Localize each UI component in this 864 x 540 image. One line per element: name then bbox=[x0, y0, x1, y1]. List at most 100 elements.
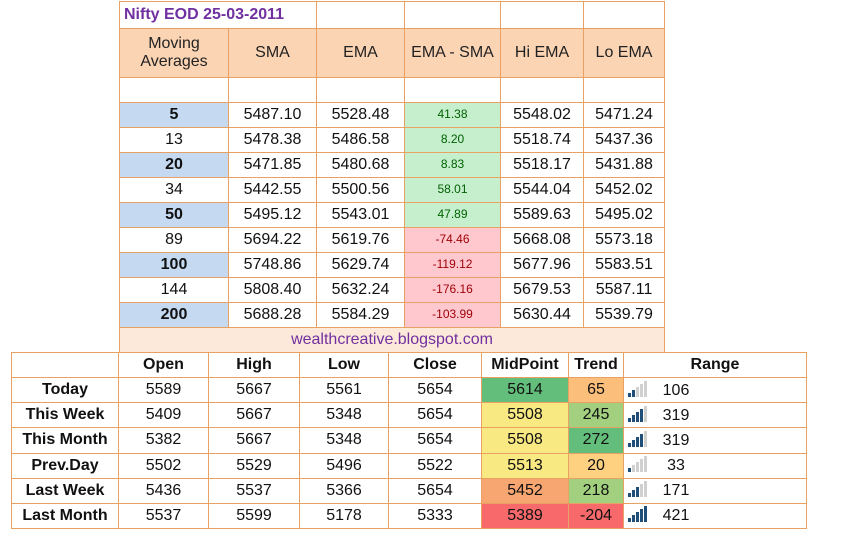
ma-hi-ema: 5544.04 bbox=[500, 177, 585, 203]
ma-period: 100 bbox=[119, 252, 229, 278]
pivot-row: This Month538256675348565455082723195556… bbox=[11, 427, 807, 454]
open-value: 5502 bbox=[118, 452, 209, 479]
range-value: 319 bbox=[662, 406, 690, 424]
close-value: 5333 bbox=[388, 502, 482, 530]
open-value: 5382 bbox=[118, 427, 209, 454]
low-value: 5561 bbox=[299, 377, 389, 404]
ma-hi-ema: 5630.44 bbox=[500, 302, 585, 328]
ma-ema-minus-sma: 41.38 bbox=[404, 102, 502, 128]
ma-row: 13 5478.38 5486.58 8.20 5518.74 5437.36 bbox=[119, 127, 666, 153]
ma-ema-minus-sma: 47.89 bbox=[404, 202, 502, 228]
ma-hi-ema: 5679.53 bbox=[500, 277, 585, 303]
ma-row: 34 5442.55 5500.56 58.01 5544.04 5452.02 bbox=[119, 177, 666, 203]
ma-ema: 5480.68 bbox=[316, 152, 406, 178]
ma-ema: 5528.48 bbox=[316, 102, 406, 128]
signal-bars-icon bbox=[628, 456, 650, 473]
ma-sma: 5471.85 bbox=[227, 152, 318, 178]
row-label: Last Month bbox=[11, 502, 119, 530]
ma-hi-ema: 5677.96 bbox=[500, 252, 585, 278]
open-value: 5409 bbox=[118, 402, 209, 429]
header-trend: Trend bbox=[568, 351, 624, 379]
ma-ema-minus-sma: -176.16 bbox=[404, 277, 502, 303]
ma-ema-minus-sma: 8.20 bbox=[404, 127, 502, 153]
signal-bars-icon bbox=[628, 405, 650, 422]
ma-sma: 5442.55 bbox=[227, 177, 318, 203]
ma-ema: 5543.01 bbox=[316, 202, 406, 228]
ma-row: 100 5748.86 5629.74 -119.12 5677.96 5583.51 bbox=[119, 252, 666, 278]
ma-sma: 5748.86 bbox=[227, 252, 318, 278]
low-value: 5366 bbox=[299, 477, 389, 504]
ma-period: 89 bbox=[119, 227, 229, 253]
high-value: 5529 bbox=[208, 452, 300, 479]
ma-sma: 5478.38 bbox=[227, 127, 318, 153]
ma-row: 20 5471.85 5480.68 8.83 5518.17 5431.88 bbox=[119, 152, 666, 178]
ma-period: 200 bbox=[119, 302, 229, 328]
pivot-row: Last Month55375599517853335389-204421537… bbox=[11, 502, 807, 530]
sheet-title: Nifty EOD 25-03-2011 bbox=[118, 1, 318, 29]
header-open: Open bbox=[118, 351, 209, 379]
ma-ema-minus-sma: -74.46 bbox=[404, 227, 502, 253]
signal-bars-icon bbox=[628, 481, 650, 498]
midpoint-value: 5614 bbox=[481, 377, 569, 404]
ma-period: 20 bbox=[119, 152, 229, 178]
range-cell: 106 bbox=[623, 377, 807, 404]
row-label: This Week bbox=[11, 402, 119, 429]
moving-averages-body: 5 5487.10 5528.48 41.38 5548.02 5471.24 13 5478… bbox=[119, 102, 666, 328]
moving-averages-table: Nifty EOD 25-03-2011 Moving Averages SMA… bbox=[118, 1, 666, 353]
ma-ema: 5619.76 bbox=[316, 227, 406, 253]
close-value: 5654 bbox=[388, 402, 482, 429]
low-value: 5348 bbox=[299, 427, 389, 454]
high-value: 5667 bbox=[208, 427, 300, 454]
ma-hi-ema: 5518.17 bbox=[500, 152, 585, 178]
midpoint-value: 5389 bbox=[481, 502, 569, 530]
open-value: 5436 bbox=[118, 477, 209, 504]
spacer-cell bbox=[583, 77, 666, 103]
empty-cell bbox=[404, 1, 502, 29]
empty-cell bbox=[316, 1, 406, 29]
range-value: 421 bbox=[662, 507, 690, 525]
trend-value: 218 bbox=[568, 477, 624, 504]
midpoint-value: 5508 bbox=[481, 427, 569, 454]
range-value: 106 bbox=[662, 381, 690, 399]
ma-sma: 5487.10 bbox=[227, 102, 318, 128]
header-hi-ema: Hi EMA bbox=[500, 28, 585, 78]
ma-ema: 5500.56 bbox=[316, 177, 406, 203]
ma-sma: 5694.22 bbox=[227, 227, 318, 253]
header-high: High bbox=[208, 351, 300, 379]
ma-hi-ema: 5548.02 bbox=[500, 102, 585, 128]
close-value: 5654 bbox=[388, 427, 482, 454]
ma-row: 5 5487.10 5528.48 41.38 5548.02 5471.24 bbox=[119, 102, 666, 128]
ma-period: 34 bbox=[119, 177, 229, 203]
trend-value: 272 bbox=[568, 427, 624, 454]
high-value: 5537 bbox=[208, 477, 300, 504]
row-label: Today bbox=[11, 377, 119, 404]
trend-value: -204 bbox=[568, 502, 624, 530]
ma-lo-ema: 5495.02 bbox=[583, 202, 666, 228]
ma-ema: 5632.24 bbox=[316, 277, 406, 303]
spacer-cell bbox=[227, 77, 318, 103]
signal-bars-icon bbox=[628, 506, 650, 523]
spacer-cell bbox=[404, 77, 502, 103]
ma-row: 89 5694.22 5619.76 -74.46 5668.08 5573.18 bbox=[119, 227, 666, 253]
ma-row: 200 5688.28 5584.29 -103.99 5630.44 5539.79 bbox=[119, 302, 666, 328]
row-label: This Month bbox=[11, 427, 119, 454]
trend-value: 65 bbox=[568, 377, 624, 404]
range-cell: 421 bbox=[623, 502, 807, 530]
header-ema: EMA bbox=[316, 28, 406, 78]
ma-ema-minus-sma: 8.83 bbox=[404, 152, 502, 178]
high-value: 5667 bbox=[208, 377, 300, 404]
open-value: 5537 bbox=[118, 502, 209, 530]
trend-value: 20 bbox=[568, 452, 624, 479]
range-value: 319 bbox=[662, 431, 690, 449]
low-value: 5496 bbox=[299, 452, 389, 479]
ma-sma: 5688.28 bbox=[227, 302, 318, 328]
pivot-header-row: OpenHighLowCloseMidPointTrendRangePivot bbox=[11, 351, 807, 379]
ma-lo-ema: 5431.88 bbox=[583, 152, 666, 178]
ma-period: 50 bbox=[119, 202, 229, 228]
empty-cell bbox=[500, 1, 585, 29]
ma-ema-minus-sma: -103.99 bbox=[404, 302, 502, 328]
header-sma: SMA bbox=[227, 28, 318, 78]
header-low: Low bbox=[299, 351, 389, 379]
midpoint-value: 5452 bbox=[481, 477, 569, 504]
range-value: 33 bbox=[667, 457, 685, 475]
